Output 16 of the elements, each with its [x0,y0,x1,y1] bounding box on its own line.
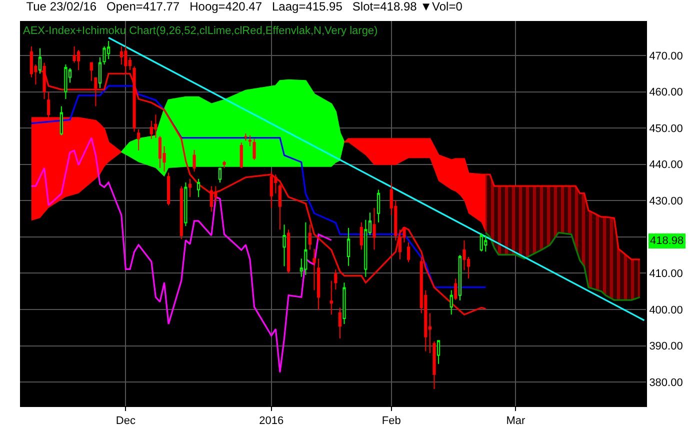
y-tick-label: 440.00 [649,159,683,172]
y-tick-label: 460.00 [649,86,683,99]
y-tick-label: 450.00 [649,122,683,135]
x-tick-label: 2016 [259,415,284,428]
x-tick-label: Feb [382,415,401,428]
y-tick-label: 390.00 [649,340,683,353]
y-tick-label: 430.00 [649,195,683,208]
y-tick-label: 380.00 [649,376,683,389]
chart-title: Tue 23/02/16 Open=417.77 Hoog=420.47 Laag=415.95 Slot=418.98 ▼Vol=0 [26,0,463,14]
y-tick-label: 410.00 [649,268,683,280]
x-tick-label: Mar [506,415,526,428]
y-tick-label: 400.00 [649,304,683,316]
y-tick-label: 470.00 [649,50,683,62]
x-tick-label: Dec [116,415,136,428]
annotation: 418.98 [650,235,684,247]
chart-subtitle: AEX-Index+Ichimoku Chart(9,26,52,clLime,clRed,Effenvlak,N,Very large) [23,25,378,37]
